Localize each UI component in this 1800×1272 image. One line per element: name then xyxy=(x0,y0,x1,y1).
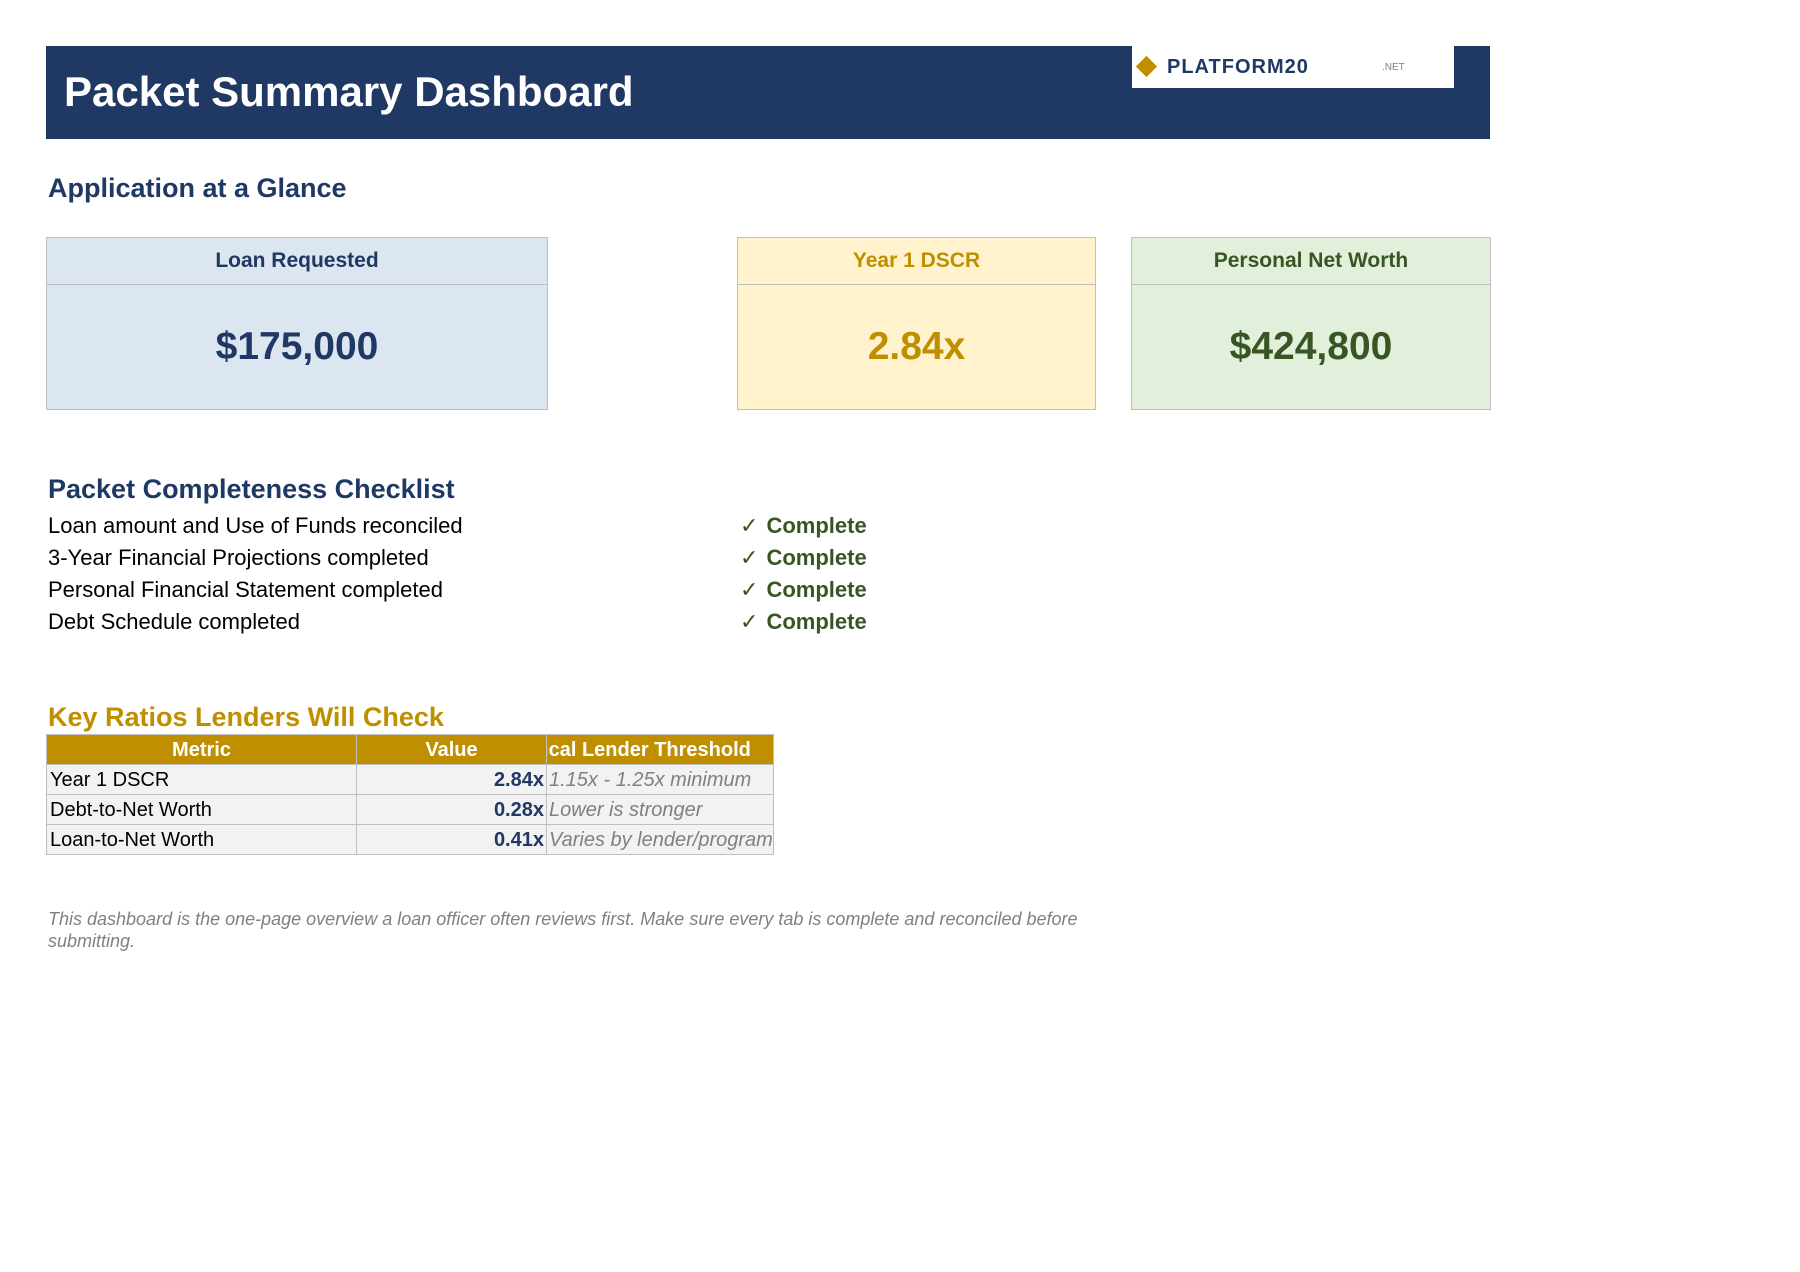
status-badge: ✓ Complete xyxy=(740,510,867,542)
glance-heading: Application at a Glance xyxy=(48,173,347,203)
ratios-heading: Key Ratios Lenders Will Check xyxy=(48,702,444,732)
value-cell: 0.41x xyxy=(356,824,547,855)
table-row: Loan-to-Net Worth 0.41x Varies by lender… xyxy=(46,824,774,855)
logo-suffix: .NET xyxy=(1382,62,1405,73)
check-icon: ✓ xyxy=(740,545,759,570)
threshold-cell: 1.15x - 1.25x minimum xyxy=(546,764,774,795)
kpi-value: $424,800 xyxy=(1229,325,1393,368)
kpi-label: Loan Requested xyxy=(47,238,547,285)
status-text: Complete xyxy=(766,577,867,602)
metric-cell: Loan-to-Net Worth xyxy=(46,824,357,855)
table-header-row: Metric Value Typical Lender Threshold xyxy=(46,734,774,765)
kpi-value: 2.84x xyxy=(867,325,966,368)
kpi-card-loan-requested: Loan Requested $175,000 xyxy=(46,237,548,410)
threshold-cell: Varies by lender/program xyxy=(546,824,774,855)
checklist-heading: Packet Completeness Checklist xyxy=(48,474,455,504)
logo-text: PLATFORM20 xyxy=(1167,56,1309,78)
value-cell: 0.28x xyxy=(356,794,547,825)
status-badge: ✓ Complete xyxy=(740,574,867,606)
check-icon: ✓ xyxy=(740,513,759,538)
status-text: Complete xyxy=(766,545,867,570)
threshold-cell: Lower is stronger xyxy=(546,794,774,825)
kpi-label: Personal Net Worth xyxy=(1132,238,1490,285)
kpi-label: Year 1 DSCR xyxy=(738,238,1095,285)
status-badge: ✓ Complete xyxy=(740,542,867,574)
column-header-threshold-text: Typical Lender Threshold xyxy=(547,738,751,761)
ratios-table: Metric Value Typical Lender Threshold Ye… xyxy=(46,734,774,855)
status-text: Complete xyxy=(766,609,867,634)
column-header-threshold: Typical Lender Threshold xyxy=(546,734,774,765)
checklist-row: Loan amount and Use of Funds reconciled … xyxy=(48,510,888,542)
check-icon: ✓ xyxy=(740,609,759,634)
kpi-card-personal-net-worth: Personal Net Worth $424,800 xyxy=(1131,237,1491,410)
column-header-value: Value xyxy=(356,734,547,765)
checklist-item-label: Loan amount and Use of Funds reconciled xyxy=(48,513,463,538)
checklist-item-label: Personal Financial Statement completed xyxy=(48,577,443,602)
page-title: Packet Summary Dashboard xyxy=(64,68,634,115)
metric-cell: Year 1 DSCR xyxy=(46,764,357,795)
checklist-row: 3-Year Financial Projections completed ✓… xyxy=(48,542,888,574)
checklist-row: Personal Financial Statement completed ✓… xyxy=(48,574,888,606)
status-text: Complete xyxy=(766,513,867,538)
checklist-item-label: 3-Year Financial Projections completed xyxy=(48,545,429,570)
kpi-value: $175,000 xyxy=(215,325,379,368)
check-icon: ✓ xyxy=(740,577,759,602)
logo xyxy=(1132,46,1454,88)
footnote: This dashboard is the one-page overview … xyxy=(48,909,1078,951)
value-cell: 2.84x xyxy=(356,764,547,795)
checklist-item-label: Debt Schedule completed xyxy=(48,609,300,634)
metric-cell: Debt-to-Net Worth xyxy=(46,794,357,825)
table-row: Debt-to-Net Worth 0.28x Lower is stronge… xyxy=(46,794,774,825)
checklist-row: Debt Schedule completed ✓ Complete xyxy=(48,606,888,638)
table-row: Year 1 DSCR 2.84x 1.15x - 1.25x minimum xyxy=(46,764,774,795)
status-badge: ✓ Complete xyxy=(740,606,867,638)
column-header-metric: Metric xyxy=(46,734,357,765)
kpi-card-year1-dscr: Year 1 DSCR 2.84x xyxy=(737,237,1096,410)
